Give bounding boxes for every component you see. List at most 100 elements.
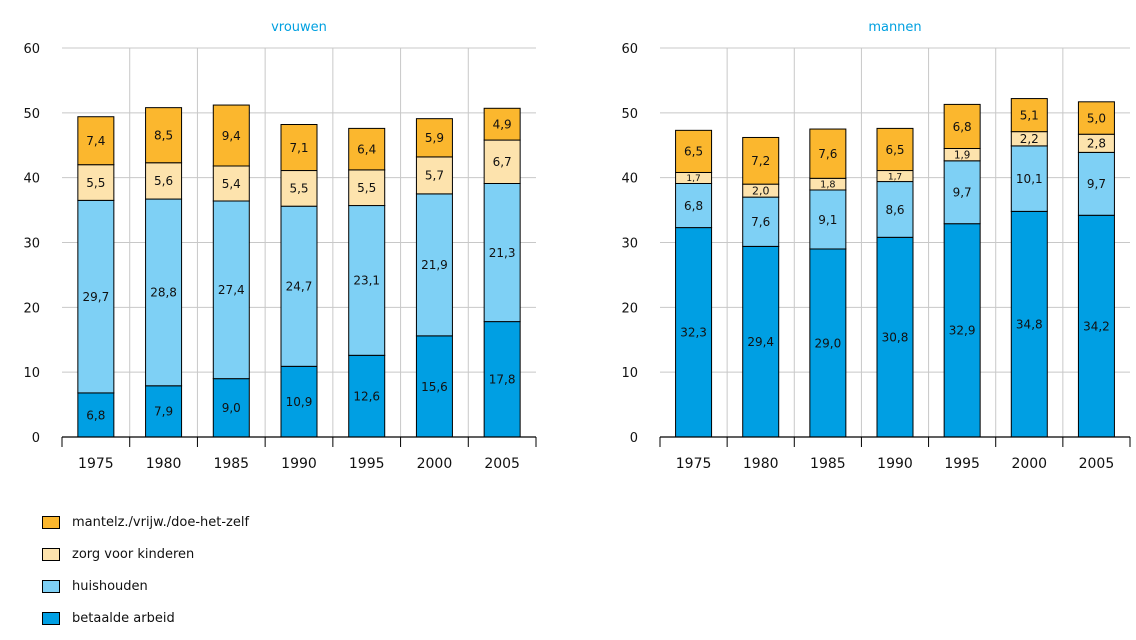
data-label-huishouden-1995: 9,7: [953, 186, 972, 200]
bar-segment-zorg-voor-kinderen-1985: [212, 165, 250, 202]
data-label-mantelz-vrijw-doe-het-zelf-2005: 4,9: [493, 117, 512, 131]
bar-segment-betaalde-arbeid-1990: [876, 236, 914, 438]
bar-segment-mantelz-vrijw-doe-het-zelf-1985: [212, 104, 250, 167]
data-label-huishouden-1995: 23,1: [353, 274, 380, 288]
legend-item-huishouden: huishouden: [42, 574, 249, 599]
data-label-mantelz-vrijw-doe-het-zelf-2000: 5,1: [1020, 108, 1039, 122]
legend-swatch-betaalde-arbeid: [42, 612, 60, 625]
data-label-zorg-voor-kinderen-1975: 5,5: [86, 176, 105, 190]
data-label-betaalde-arbeid-1985: 9,0: [222, 401, 241, 415]
x-tick-label: 1975: [78, 456, 114, 472]
y-tick-label: 50: [23, 107, 40, 122]
data-label-betaalde-arbeid-1980: 29,4: [747, 335, 774, 349]
y-tick-label: 40: [621, 172, 638, 187]
legend-swatch-zorg-kinderen: [42, 548, 60, 561]
x-tick-label: 1980: [743, 456, 779, 472]
bar-segment-huishouden-1980: [145, 198, 183, 387]
data-label-mantelz-vrijw-doe-het-zelf-1985: 7,6: [818, 147, 837, 161]
bar-segment-betaalde-arbeid-1980: [742, 245, 780, 438]
bar-segment-betaalde-arbeid-1975: [77, 392, 115, 438]
data-label-betaalde-arbeid-1980: 7,9: [154, 405, 173, 419]
y-tick-label: 0: [32, 431, 40, 446]
bar-segment-mantelz-vrijw-doe-het-zelf-2005: [1077, 101, 1115, 135]
bar-segment-huishouden-1975: [675, 183, 713, 229]
data-label-huishouden-1980: 7,6: [751, 215, 770, 229]
data-label-betaalde-arbeid-1990: 30,8: [882, 330, 909, 344]
data-label-zorg-voor-kinderen-2005: 6,7: [493, 155, 512, 169]
data-label-mantelz-vrijw-doe-het-zelf-2005: 5,0: [1087, 111, 1106, 125]
x-tick-label: 2005: [484, 456, 520, 472]
bar-segment-mantelz-vrijw-doe-het-zelf-2005: [483, 107, 521, 141]
bar-segment-mantelz-vrijw-doe-het-zelf-2000: [1010, 98, 1048, 133]
y-tick-label: 20: [23, 301, 40, 316]
data-label-huishouden-1980: 28,8: [150, 286, 177, 300]
data-label-mantelz-vrijw-doe-het-zelf-1980: 8,5: [154, 129, 173, 143]
bar-segment-zorg-voor-kinderen-1995: [348, 169, 386, 207]
data-label-zorg-voor-kinderen-1985: 5,4: [222, 177, 241, 191]
data-label-zorg-voor-kinderen-1980: 5,6: [154, 174, 173, 188]
bar-segment-zorg-voor-kinderen-1975: [77, 164, 115, 201]
x-tick-label: 1995: [944, 456, 980, 472]
data-label-betaalde-arbeid-1995: 12,6: [353, 389, 380, 403]
bar-segment-huishouden-2000: [415, 193, 453, 337]
bar-segment-betaalde-arbeid-1985: [809, 248, 847, 438]
data-label-zorg-voor-kinderen-1985: 1,8: [820, 180, 835, 191]
data-label-betaalde-arbeid-2000: 34,8: [1016, 318, 1043, 332]
y-tick-label: 0: [630, 431, 638, 446]
chart-legend: mantelz./vrijw./doe-het-zelf zorg voor k…: [42, 510, 249, 638]
bar-segment-mantelz-vrijw-doe-het-zelf-1995: [943, 103, 981, 149]
bar-segment-huishouden-1980: [742, 196, 780, 247]
bar-segment-huishouden-1995: [943, 160, 981, 225]
bar-segment-zorg-voor-kinderen-1980: [145, 162, 183, 200]
data-label-mantelz-vrijw-doe-het-zelf-2000: 5,9: [425, 131, 444, 145]
bar-segment-mantelz-vrijw-doe-het-zelf-1990: [876, 127, 914, 172]
bar-segment-mantelz-vrijw-doe-het-zelf-1980: [742, 136, 780, 185]
data-label-mantelz-vrijw-doe-het-zelf-1990: 6,5: [885, 143, 904, 157]
data-label-huishouden-1975: 29,7: [82, 290, 109, 304]
chart-panel-vrouwen: 0 10 20 30 40 50 60 vrouwen 6,8 29,7 5,5 7,4 7,9 28,8…: [23, 20, 537, 472]
y-tick-label: 10: [621, 366, 638, 381]
chart-title: mannen: [868, 20, 921, 35]
x-tick-label: 2005: [1079, 456, 1115, 472]
data-label-betaalde-arbeid-2000: 15,6: [421, 380, 448, 394]
bar-segment-betaalde-arbeid-1990: [280, 365, 318, 438]
bar-segment-betaalde-arbeid-1995: [348, 354, 386, 438]
bar-segment-betaalde-arbeid-1985: [212, 378, 250, 438]
bar-segment-huishouden-1985: [212, 200, 250, 380]
bar-segment-mantelz-vrijw-doe-het-zelf-1995: [348, 127, 386, 171]
bar-segment-mantelz-vrijw-doe-het-zelf-1980: [145, 107, 183, 164]
legend-item-zorg-kinderen: zorg voor kinderen: [42, 542, 249, 567]
y-tick-label: 10: [23, 366, 40, 381]
y-tick-label: 50: [621, 107, 638, 122]
data-label-huishouden-2000: 10,1: [1016, 172, 1043, 186]
x-tick-label: 1980: [146, 456, 182, 472]
data-label-betaalde-arbeid-2005: 17,8: [489, 373, 516, 387]
data-label-huishouden-2000: 21,9: [421, 258, 448, 272]
data-label-zorg-voor-kinderen-1995: 5,5: [357, 181, 376, 195]
data-label-zorg-voor-kinderen-1990: 5,5: [289, 182, 308, 196]
bar-segment-betaalde-arbeid-1995: [943, 223, 981, 438]
data-label-mantelz-vrijw-doe-het-zelf-1995: 6,8: [953, 120, 972, 134]
data-label-betaalde-arbeid-2005: 34,2: [1083, 319, 1110, 333]
x-tick-label: 2000: [417, 456, 453, 472]
data-label-zorg-voor-kinderen-1975: 1,7: [686, 174, 700, 184]
data-label-zorg-voor-kinderen-1995: 1,9: [954, 149, 970, 161]
y-tick-label: 30: [23, 237, 40, 252]
data-label-betaalde-arbeid-1995: 32,9: [949, 324, 976, 338]
data-label-huishouden-2005: 21,3: [489, 246, 516, 260]
y-tick-label: 60: [23, 42, 40, 57]
data-label-mantelz-vrijw-doe-het-zelf-1975: 6,5: [684, 145, 703, 159]
y-tick-label: 40: [23, 172, 40, 187]
data-label-mantelz-vrijw-doe-het-zelf-1975: 7,4: [86, 134, 105, 148]
bar-segment-huishouden-1985: [809, 189, 847, 250]
bar-segment-mantelz-vrijw-doe-het-zelf-1985: [809, 128, 847, 179]
legend-label-mantelzorg: mantelz./vrijw./doe-het-zelf: [72, 515, 250, 530]
bar-segment-huishouden-1990: [280, 205, 318, 367]
legend-item-mantelzorg: mantelz./vrijw./doe-het-zelf: [42, 510, 249, 535]
data-label-mantelz-vrijw-doe-het-zelf-1980: 7,2: [751, 154, 770, 168]
data-label-huishouden-1990: 24,7: [286, 280, 313, 294]
bar-segment-zorg-voor-kinderen-2005: [483, 139, 521, 185]
bar-segment-huishouden-1995: [348, 205, 386, 356]
